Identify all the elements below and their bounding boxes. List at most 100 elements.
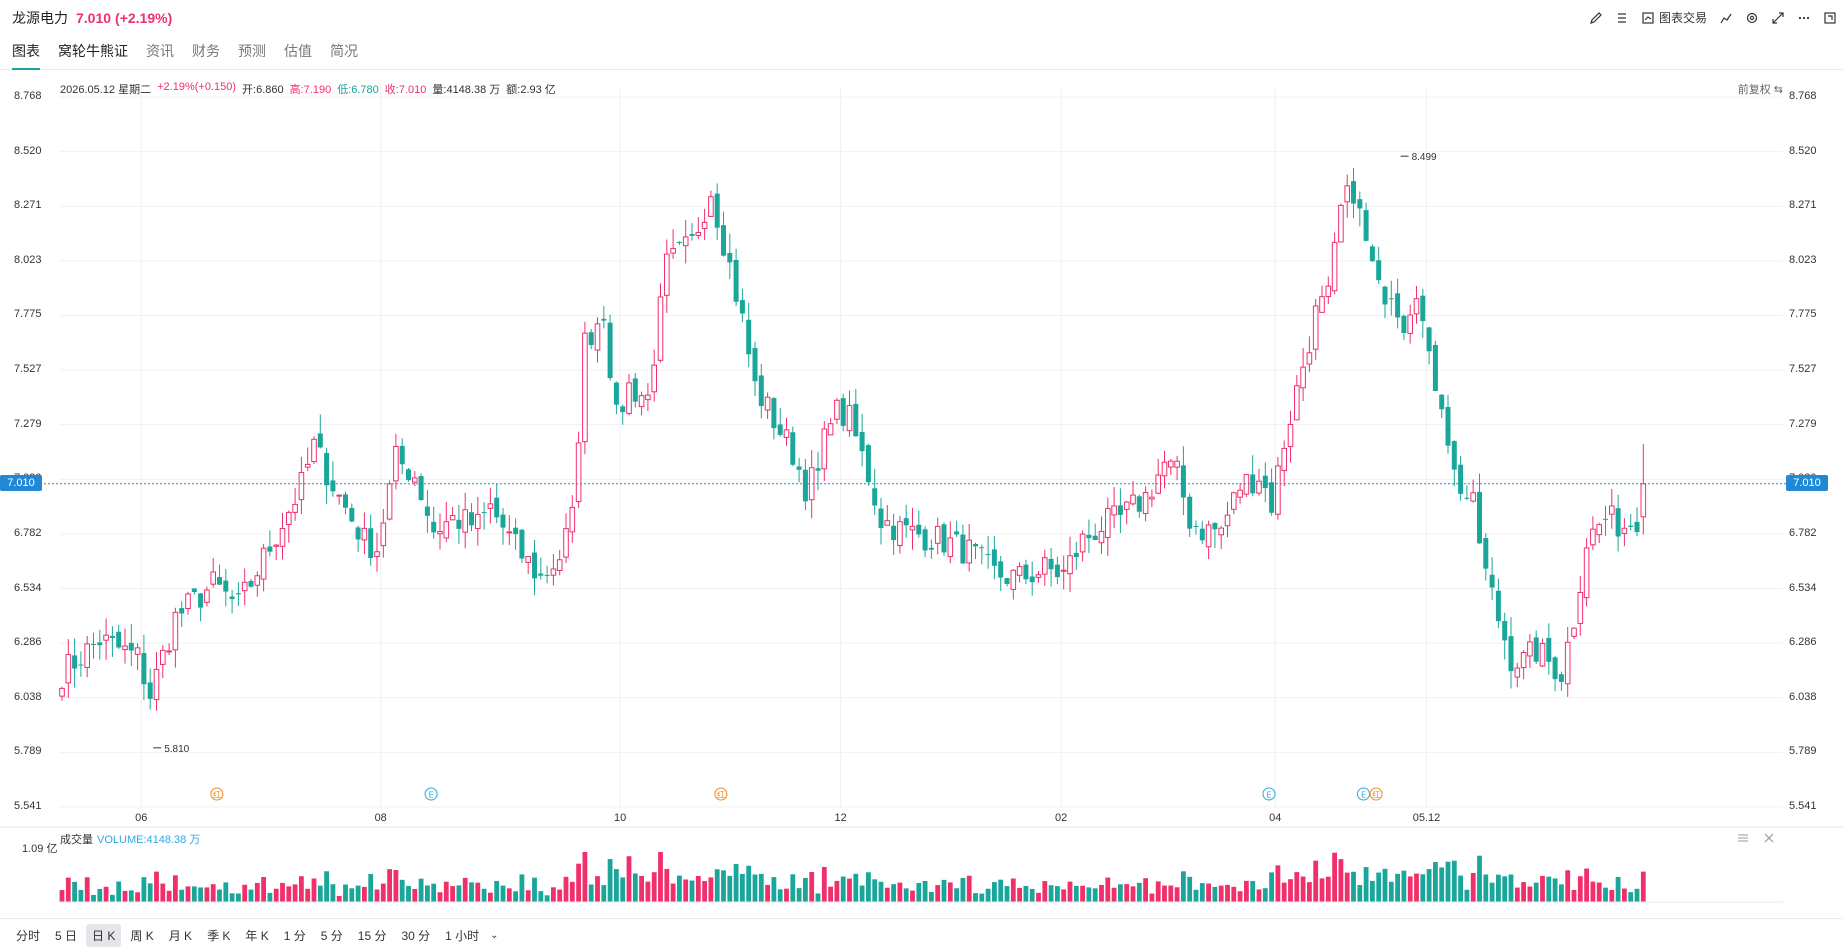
- volume-bar: [374, 889, 380, 902]
- volume-bar: [1143, 878, 1148, 902]
- tab-valuation[interactable]: 估值: [284, 43, 312, 59]
- volume-bar: [1521, 882, 1526, 902]
- volume-bar: [765, 884, 770, 902]
- period-1hour[interactable]: 1 小时: [445, 929, 480, 943]
- candle-body: [746, 319, 752, 355]
- volume-bar: [324, 871, 329, 902]
- volume-bar: [437, 892, 443, 902]
- tab-forecast[interactable]: 预测: [238, 43, 266, 59]
- volume-bar: [1420, 874, 1426, 902]
- candle-body: [153, 668, 160, 701]
- volume-bar: [185, 886, 191, 902]
- candle-body: [78, 664, 84, 666]
- candle-body: [525, 556, 532, 563]
- period-intraday[interactable]: 分时: [16, 929, 41, 943]
- pencil-icon[interactable]: [1589, 11, 1603, 25]
- candle-body: [966, 539, 973, 564]
- event-marker-label: E: [1266, 791, 1271, 800]
- settings-icon[interactable]: [1737, 832, 1749, 844]
- fullscreen-icon[interactable]: [1823, 11, 1837, 25]
- volume-bar: [1181, 871, 1186, 902]
- volume-bar: [387, 869, 392, 902]
- volume-bar: [450, 886, 455, 902]
- volume-bar: [1162, 885, 1167, 902]
- volume-bar: [746, 865, 752, 902]
- candle-body: [449, 514, 456, 521]
- period-weekly[interactable]: 周 K: [130, 929, 154, 943]
- candle-body: [97, 642, 103, 646]
- tab-warrants[interactable]: 窝轮牛熊证: [58, 43, 128, 59]
- candle-body: [872, 488, 878, 506]
- period-monthly[interactable]: 月 K: [168, 929, 193, 943]
- candle-body: [469, 512, 474, 526]
- candle-body: [651, 364, 658, 393]
- volume-bar: [639, 875, 644, 902]
- candle-body: [682, 236, 689, 247]
- candle-body: [1060, 569, 1067, 572]
- candle-body: [1111, 505, 1117, 516]
- period-yearly[interactable]: 年 K: [245, 929, 269, 943]
- candle-body: [721, 225, 726, 256]
- x-tick-label: 02: [1055, 812, 1067, 824]
- close-icon[interactable]: [1763, 832, 1775, 844]
- period-5day[interactable]: 5 日: [55, 929, 78, 943]
- tab-chart[interactable]: 图表: [12, 41, 40, 70]
- chevron-down-icon[interactable]: ⌄: [490, 930, 499, 941]
- candle-body: [764, 396, 771, 411]
- period-15min[interactable]: 15 分: [357, 929, 387, 943]
- volume-bar: [1496, 874, 1501, 902]
- volume-bar: [544, 895, 550, 902]
- candle-body: [582, 332, 588, 443]
- volume-bar: [1382, 868, 1388, 902]
- candle-body: [393, 446, 399, 482]
- period-daily[interactable]: 日 K: [86, 924, 122, 947]
- list-icon[interactable]: [1615, 11, 1629, 25]
- volume-bar: [1370, 880, 1375, 902]
- volume-bar: [513, 891, 518, 902]
- volume-bar: [740, 873, 745, 902]
- period-5min[interactable]: 5 分: [320, 929, 343, 943]
- candle-body: [827, 423, 834, 436]
- candle-body: [613, 382, 619, 405]
- candle-body: [1130, 494, 1136, 505]
- candle-body: [361, 527, 368, 541]
- volume-bar: [689, 880, 695, 902]
- candle-body: [286, 511, 292, 526]
- info-volume: 量:4148.38 万: [432, 84, 501, 96]
- period-quarterly[interactable]: 季 K: [207, 929, 231, 943]
- volume-bar: [469, 882, 474, 902]
- candle-body: [204, 589, 210, 603]
- candle-body: [1470, 492, 1477, 502]
- candle-body: [1615, 508, 1621, 537]
- gear-icon[interactable]: [1745, 11, 1759, 25]
- period-1min[interactable]: 1 分: [283, 929, 306, 943]
- candle-body: [985, 554, 991, 556]
- candle-body: [172, 611, 179, 651]
- volume-bar: [273, 888, 279, 902]
- tab-profile[interactable]: 简况: [330, 43, 358, 59]
- tab-news[interactable]: 资讯: [146, 43, 174, 59]
- volume-bar: [254, 882, 260, 902]
- volume-bar: [828, 886, 833, 902]
- adjust-toggle[interactable]: 前复权 ⇆: [1737, 84, 1783, 96]
- expand-icon[interactable]: [1771, 11, 1785, 25]
- indicator-icon[interactable]: [1719, 11, 1733, 25]
- info-close: 收:7.010: [384, 84, 427, 96]
- candle-body: [538, 573, 544, 576]
- candle-body: [65, 654, 72, 684]
- tab-finance[interactable]: 财务: [192, 43, 220, 59]
- y-tick-label-left: 6.782: [14, 526, 42, 539]
- y-tick-label-right: 6.534: [1789, 581, 1817, 594]
- volume-bar: [859, 885, 865, 902]
- candle-body: [928, 547, 934, 550]
- candle-body: [771, 398, 777, 429]
- period-30min[interactable]: 30 分: [401, 929, 431, 943]
- event-marker: [1262, 787, 1276, 801]
- x-tick-label: 04: [1269, 812, 1281, 824]
- volume-bar: [242, 884, 248, 902]
- volume-bar: [998, 879, 1004, 902]
- candle-body: [443, 521, 450, 539]
- more-icon[interactable]: [1797, 11, 1811, 25]
- chart-trade-button[interactable]: 图表交易: [1641, 9, 1707, 26]
